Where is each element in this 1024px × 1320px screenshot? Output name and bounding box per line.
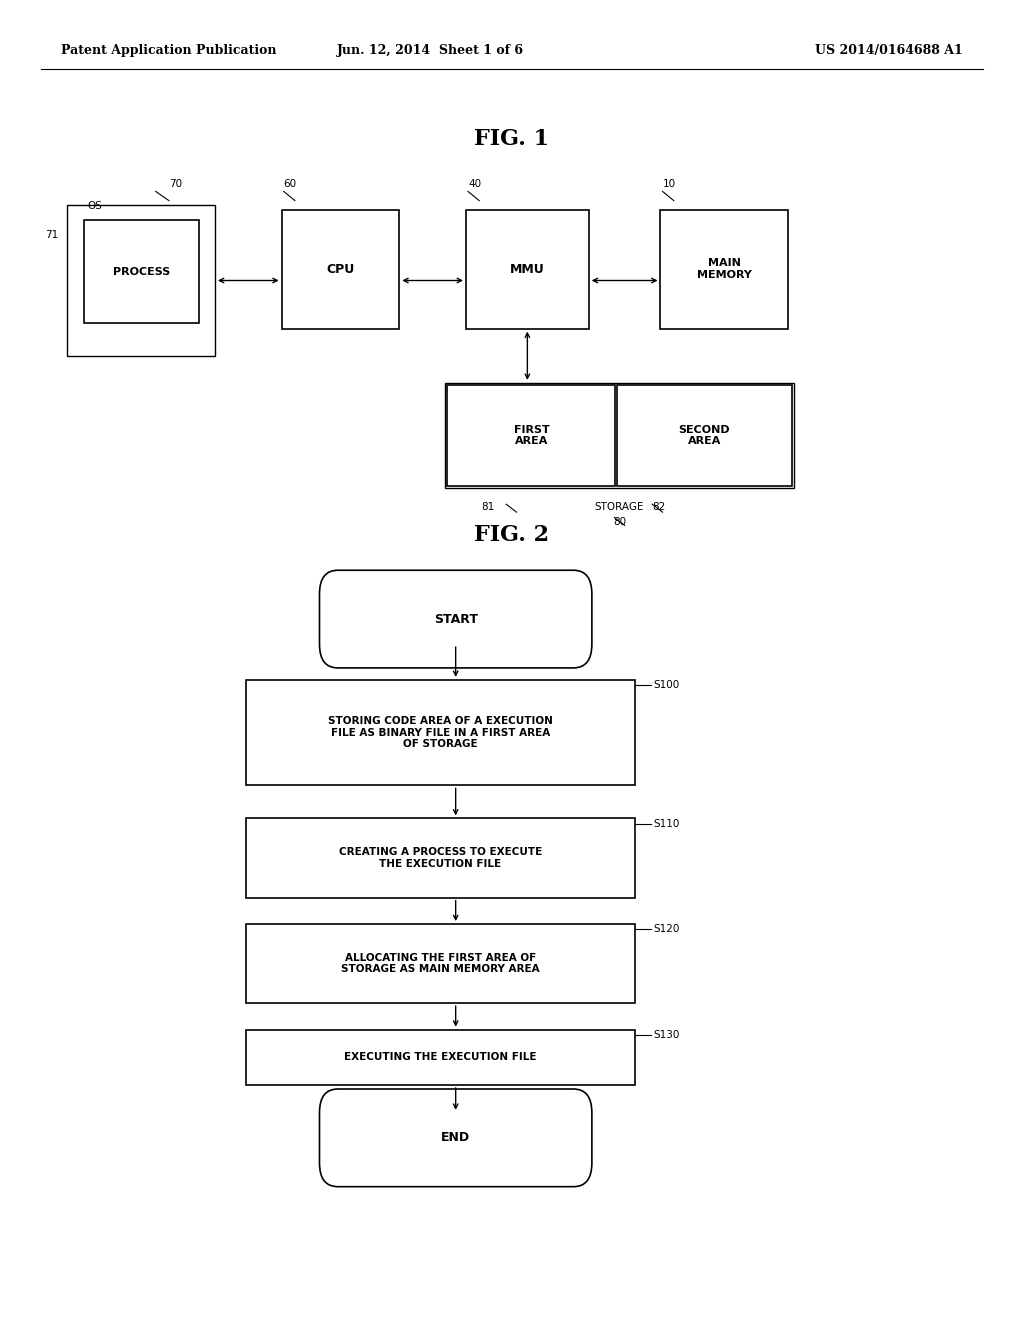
FancyBboxPatch shape: [246, 924, 635, 1003]
Text: MMU: MMU: [510, 263, 545, 276]
Text: STORING CODE AREA OF A EXECUTION
FILE AS BINARY FILE IN A FIRST AREA
OF STORAGE: STORING CODE AREA OF A EXECUTION FILE AS…: [328, 715, 553, 750]
Text: STORAGE: STORAGE: [595, 502, 644, 512]
Text: CREATING A PROCESS TO EXECUTE
THE EXECUTION FILE: CREATING A PROCESS TO EXECUTE THE EXECUT…: [339, 847, 542, 869]
Text: START: START: [434, 612, 477, 626]
FancyBboxPatch shape: [84, 220, 199, 323]
FancyBboxPatch shape: [282, 210, 399, 329]
Text: FIG. 2: FIG. 2: [474, 524, 550, 545]
Text: CPU: CPU: [327, 263, 354, 276]
Text: SECOND
AREA: SECOND AREA: [679, 425, 730, 446]
Text: S130: S130: [653, 1030, 680, 1040]
FancyBboxPatch shape: [466, 210, 589, 329]
Text: S100: S100: [653, 680, 680, 690]
FancyBboxPatch shape: [246, 1030, 635, 1085]
FancyBboxPatch shape: [617, 385, 792, 486]
Text: OS: OS: [87, 201, 102, 211]
FancyBboxPatch shape: [319, 570, 592, 668]
Text: Jun. 12, 2014  Sheet 1 of 6: Jun. 12, 2014 Sheet 1 of 6: [337, 44, 523, 57]
Text: S120: S120: [653, 924, 680, 935]
FancyBboxPatch shape: [67, 205, 215, 356]
FancyBboxPatch shape: [447, 385, 615, 486]
Text: END: END: [441, 1131, 470, 1144]
FancyBboxPatch shape: [319, 1089, 592, 1187]
Text: 81: 81: [481, 502, 495, 512]
Text: S110: S110: [653, 818, 680, 829]
Text: 10: 10: [663, 178, 676, 189]
Text: 80: 80: [613, 517, 626, 528]
Text: ALLOCATING THE FIRST AREA OF
STORAGE AS MAIN MEMORY AREA: ALLOCATING THE FIRST AREA OF STORAGE AS …: [341, 953, 540, 974]
FancyBboxPatch shape: [445, 383, 794, 488]
FancyBboxPatch shape: [246, 680, 635, 785]
Text: EXECUTING THE EXECUTION FILE: EXECUTING THE EXECUTION FILE: [344, 1052, 537, 1063]
Text: MAIN
MEMORY: MAIN MEMORY: [697, 259, 752, 280]
Text: 71: 71: [45, 230, 58, 240]
Text: PROCESS: PROCESS: [113, 267, 170, 277]
Text: 70: 70: [169, 178, 182, 189]
Text: US 2014/0164688 A1: US 2014/0164688 A1: [815, 44, 963, 57]
Text: 82: 82: [652, 502, 666, 512]
Text: 40: 40: [468, 178, 481, 189]
FancyBboxPatch shape: [246, 818, 635, 898]
FancyBboxPatch shape: [660, 210, 788, 329]
Text: FIG. 1: FIG. 1: [474, 128, 550, 149]
Text: FIRST
AREA: FIRST AREA: [514, 425, 549, 446]
Text: 60: 60: [284, 178, 297, 189]
Text: Patent Application Publication: Patent Application Publication: [61, 44, 276, 57]
